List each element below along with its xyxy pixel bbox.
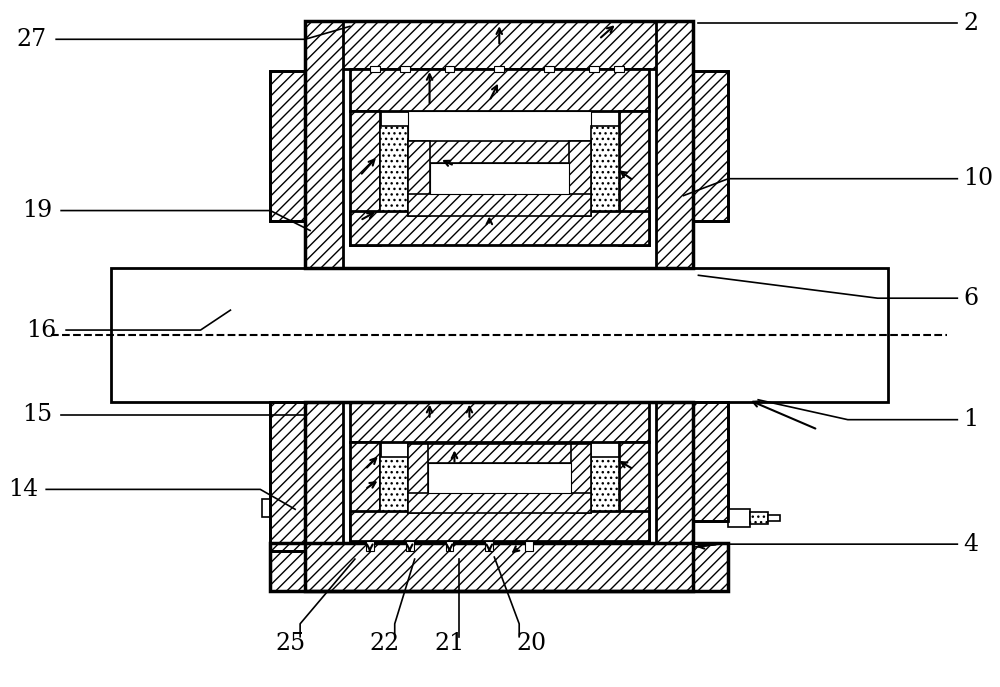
Bar xyxy=(380,126,408,210)
Bar xyxy=(589,66,599,72)
Bar xyxy=(270,402,305,551)
Bar xyxy=(111,269,888,402)
Bar xyxy=(262,499,270,517)
Text: 6: 6 xyxy=(963,286,978,310)
Bar xyxy=(656,21,693,269)
Bar xyxy=(350,442,380,541)
Bar xyxy=(408,111,591,210)
Bar xyxy=(270,71,305,221)
Bar xyxy=(728,509,750,527)
Text: 10: 10 xyxy=(963,167,993,190)
Bar xyxy=(270,71,305,221)
Bar xyxy=(693,71,728,221)
Bar xyxy=(380,457,408,511)
Bar xyxy=(428,464,571,493)
Bar xyxy=(571,444,591,513)
Bar xyxy=(350,511,649,541)
Bar xyxy=(619,111,649,245)
Bar xyxy=(408,141,591,163)
Bar xyxy=(768,515,780,521)
Text: 2: 2 xyxy=(963,12,978,35)
Bar xyxy=(408,493,591,513)
Bar xyxy=(750,513,768,524)
Text: 1: 1 xyxy=(963,408,978,431)
Bar xyxy=(350,210,649,245)
Bar xyxy=(408,194,591,216)
Text: 27: 27 xyxy=(16,27,46,51)
Bar xyxy=(693,402,728,521)
Bar xyxy=(591,126,619,210)
Bar xyxy=(591,457,619,511)
Bar xyxy=(614,66,624,72)
Bar xyxy=(350,111,380,245)
Bar xyxy=(656,402,693,591)
Bar xyxy=(408,444,428,513)
Bar xyxy=(406,541,414,551)
Bar xyxy=(408,141,430,216)
Bar xyxy=(693,402,728,521)
Bar xyxy=(270,543,728,591)
Bar xyxy=(544,66,554,72)
Bar xyxy=(305,21,693,69)
Text: 19: 19 xyxy=(22,199,52,222)
Bar xyxy=(525,541,533,551)
Bar xyxy=(430,163,569,194)
Bar xyxy=(619,442,649,541)
Bar xyxy=(445,66,454,72)
Bar xyxy=(305,402,693,591)
Bar xyxy=(305,21,693,269)
Text: 14: 14 xyxy=(8,478,38,501)
Bar xyxy=(446,541,453,551)
Text: 16: 16 xyxy=(26,319,56,341)
Text: 21: 21 xyxy=(434,632,465,655)
Bar xyxy=(569,141,591,216)
Bar xyxy=(366,541,374,551)
Text: 15: 15 xyxy=(22,403,52,426)
Bar xyxy=(350,402,649,442)
Bar xyxy=(270,543,728,591)
Text: 22: 22 xyxy=(370,632,400,655)
Bar xyxy=(485,541,493,551)
Bar xyxy=(400,66,410,72)
Bar xyxy=(494,66,504,72)
Text: 4: 4 xyxy=(963,532,978,556)
Bar xyxy=(350,69,649,111)
Text: 25: 25 xyxy=(275,632,305,655)
Bar xyxy=(408,444,591,464)
Bar xyxy=(305,543,693,591)
Text: 20: 20 xyxy=(516,632,546,655)
Bar xyxy=(693,71,728,221)
Bar xyxy=(270,402,305,551)
Bar xyxy=(305,21,343,269)
Bar xyxy=(305,402,343,591)
Bar xyxy=(370,66,380,72)
